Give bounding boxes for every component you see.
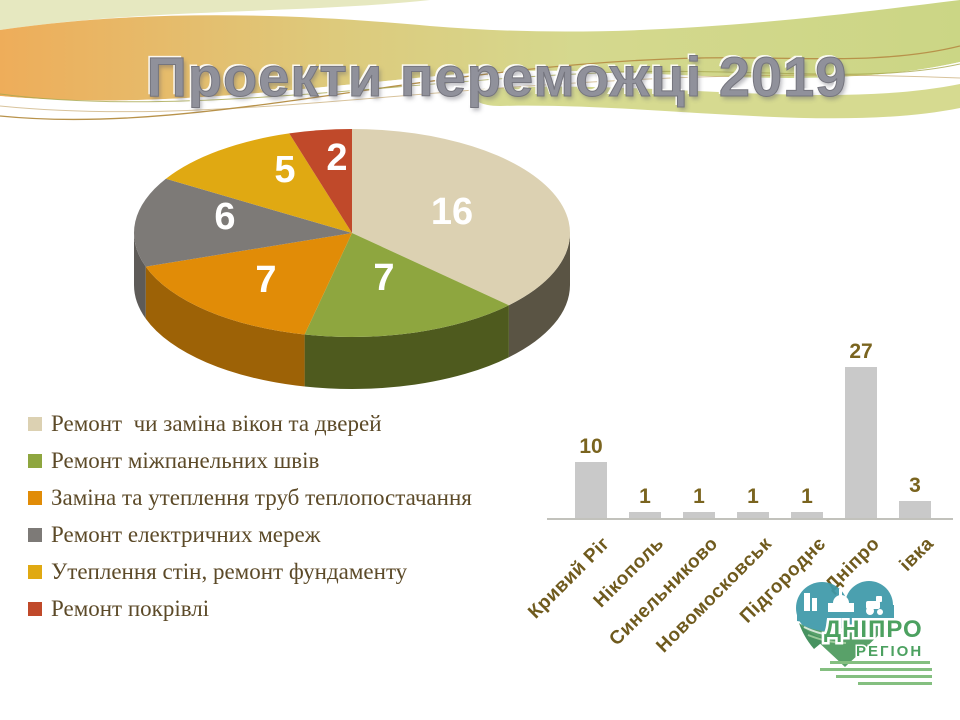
legend-swatch-icon [28, 491, 42, 505]
logo-stripes-icon [820, 661, 932, 685]
legend-item: Заміна та утеплення труб теплопостачання [28, 486, 472, 510]
bar-value-label: 3 [909, 474, 921, 498]
bar-category-label: івка [895, 533, 939, 576]
pie-value-label: 7 [373, 257, 394, 299]
pie-value-label: 5 [274, 149, 295, 191]
bar-value-label: 1 [747, 485, 759, 509]
bar [791, 512, 823, 518]
legend-label: Ремонт міжпанельних швів [51, 448, 320, 473]
logo-skyline-icon [804, 589, 883, 615]
legend-label: Ремонт електричних мереж [51, 522, 321, 547]
wave-line-1 [0, 45, 960, 121]
bar-category-label: Кривий Ріг [524, 533, 615, 624]
pie-slice [133, 178, 352, 267]
pie-slice [165, 133, 352, 233]
x-axis-line [547, 518, 953, 520]
slide-title: Проекти переможці 2019 [146, 45, 848, 109]
pie-slice [289, 129, 352, 233]
decorative-wave [0, 0, 960, 121]
bar-value-label: 10 [579, 435, 603, 458]
bar-value-label: 1 [693, 485, 705, 509]
bar-category-label: Нікополь [589, 533, 669, 612]
logo-text-dnipro: ДНІПРО [824, 616, 923, 643]
legend-item: Утеплення стін, ремонт фундаменту [28, 560, 472, 584]
legend-item: Ремонт покрівлі [28, 597, 472, 621]
legend-label: Заміна та утеплення труб теплопостачання [51, 485, 472, 510]
wave-white-ribbon [0, 62, 960, 119]
bar-category-label: Синельниково [605, 533, 723, 651]
pie-slice-side [508, 233, 570, 358]
legend-swatch-icon [28, 528, 42, 542]
pie-slice [352, 129, 570, 306]
pie-value-label: 6 [214, 196, 235, 238]
pie-value-label: 16 [431, 191, 473, 233]
logo-text-region: РЕГІОН [856, 643, 923, 660]
region-logo: ДНІПРО РЕГІОН [796, 581, 932, 685]
wave-line-2 [0, 63, 960, 103]
legend-item: Ремонт міжпанельних швів [28, 449, 472, 473]
legend-swatch-icon [28, 602, 42, 616]
legend-swatch-icon [28, 454, 42, 468]
pie-value-label: 2 [326, 137, 347, 179]
legend-swatch-icon [28, 565, 42, 579]
pie-slice [145, 233, 352, 335]
bar-chart: 10 1 1 1 1 27 3 [545, 340, 960, 520]
legend-item: Ремонт електричних мереж [28, 523, 472, 547]
pie-legend: Ремонт чи заміна вікон та дверей Ремонт м… [28, 412, 472, 634]
bar [899, 501, 931, 518]
bar [575, 462, 607, 518]
bar-value-label: 1 [639, 485, 651, 509]
bar [845, 366, 877, 518]
legend-label: Ремонт чи заміна вікон та дверей [51, 411, 382, 436]
bar-value-label: 1 [801, 485, 813, 509]
wave-line-3 [0, 74, 960, 113]
wave-lower-band [470, 84, 960, 119]
pie-slice-side [145, 266, 305, 387]
bar [737, 512, 769, 518]
pie-slice-side [134, 233, 146, 319]
bar [629, 512, 661, 518]
pie-slice [304, 233, 509, 337]
legend-item: Ремонт чи заміна вікон та дверей [28, 412, 472, 436]
bar-value-label: 27 [849, 339, 873, 363]
bar [683, 512, 715, 518]
legend-label: Утеплення стін, ремонт фундаменту [51, 559, 408, 584]
legend-label: Ремонт покрівлі [51, 596, 210, 621]
pie-value-label: 7 [255, 259, 276, 301]
wave-top-left-band [0, 0, 430, 30]
legend-swatch-icon [28, 417, 42, 431]
wave-main-band [0, 0, 960, 101]
pie-slice-side [304, 305, 509, 389]
logo-heart-icon [796, 581, 932, 685]
bar-category-label: Новомосковськ [652, 533, 777, 658]
